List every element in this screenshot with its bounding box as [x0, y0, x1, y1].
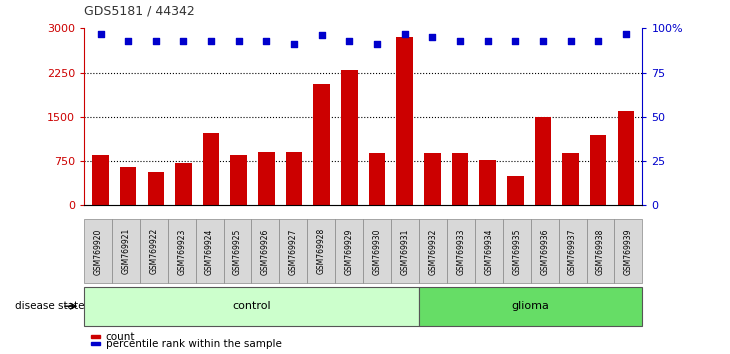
- Text: GSM769935: GSM769935: [512, 228, 521, 275]
- Text: GSM769927: GSM769927: [289, 228, 298, 275]
- Text: GDS5181 / 44342: GDS5181 / 44342: [84, 5, 195, 18]
- Point: [123, 38, 134, 44]
- Point: [288, 41, 300, 47]
- Bar: [369, 153, 385, 205]
- Text: percentile rank within the sample: percentile rank within the sample: [106, 339, 282, 349]
- Point: [592, 38, 604, 44]
- Point: [454, 38, 466, 44]
- Point: [620, 31, 631, 36]
- Text: GSM769937: GSM769937: [568, 228, 577, 275]
- Text: GSM769926: GSM769926: [261, 228, 270, 275]
- Point: [95, 31, 107, 36]
- Text: GSM769924: GSM769924: [205, 228, 214, 275]
- Text: GSM769930: GSM769930: [372, 228, 382, 275]
- Point: [371, 41, 383, 47]
- Bar: [507, 176, 523, 205]
- Bar: [341, 70, 358, 205]
- Text: GSM769922: GSM769922: [149, 228, 158, 274]
- Text: GSM769923: GSM769923: [177, 228, 186, 275]
- Text: GSM769928: GSM769928: [317, 228, 326, 274]
- Bar: [618, 111, 634, 205]
- Bar: [590, 135, 607, 205]
- Text: GSM769939: GSM769939: [624, 228, 633, 275]
- Text: GSM769920: GSM769920: [93, 228, 102, 275]
- Text: GSM769921: GSM769921: [121, 228, 131, 274]
- Point: [316, 33, 328, 38]
- Point: [510, 38, 521, 44]
- Point: [205, 38, 217, 44]
- Bar: [203, 133, 220, 205]
- Point: [233, 38, 245, 44]
- Text: disease state: disease state: [15, 301, 84, 311]
- Bar: [147, 172, 164, 205]
- Bar: [175, 163, 192, 205]
- Bar: [480, 160, 496, 205]
- Point: [565, 38, 577, 44]
- Bar: [396, 37, 413, 205]
- Bar: [120, 167, 137, 205]
- Bar: [285, 152, 302, 205]
- Bar: [452, 153, 468, 205]
- Text: GSM769929: GSM769929: [345, 228, 354, 275]
- Text: GSM769925: GSM769925: [233, 228, 242, 275]
- Text: control: control: [232, 301, 271, 311]
- Text: GSM769933: GSM769933: [456, 228, 466, 275]
- Text: GSM769938: GSM769938: [596, 228, 605, 275]
- Bar: [231, 155, 247, 205]
- Text: glioma: glioma: [512, 301, 550, 311]
- Point: [537, 38, 549, 44]
- Bar: [313, 84, 330, 205]
- Bar: [92, 155, 109, 205]
- Bar: [258, 152, 274, 205]
- Text: GSM769932: GSM769932: [429, 228, 437, 275]
- Text: count: count: [106, 332, 135, 342]
- Point: [482, 38, 493, 44]
- Point: [177, 38, 189, 44]
- Bar: [534, 117, 551, 205]
- Point: [261, 38, 272, 44]
- Point: [426, 34, 438, 40]
- Text: GSM769936: GSM769936: [540, 228, 549, 275]
- Text: GSM769931: GSM769931: [401, 228, 410, 275]
- Bar: [424, 153, 441, 205]
- Point: [399, 31, 410, 36]
- Point: [150, 38, 161, 44]
- Bar: [562, 153, 579, 205]
- Point: [344, 38, 356, 44]
- Text: GSM769934: GSM769934: [484, 228, 493, 275]
